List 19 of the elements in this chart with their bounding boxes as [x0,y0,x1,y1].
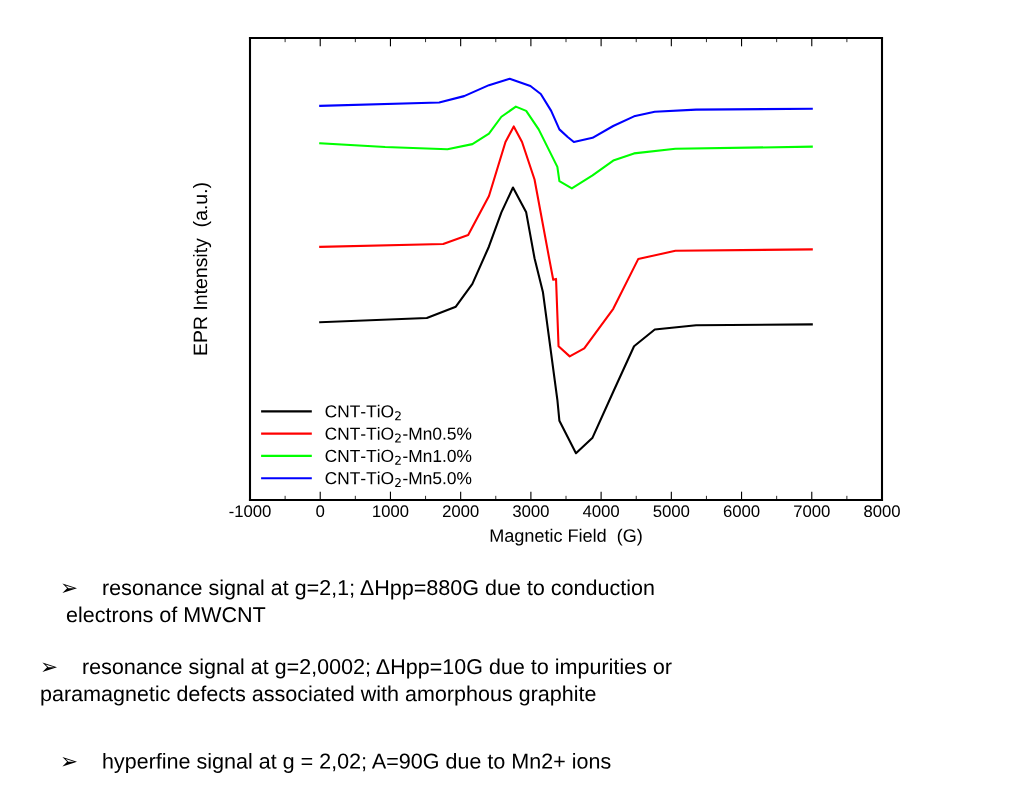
x-tick-label: 4000 [582,505,619,518]
x-axis-title: Magnetic Field (G) [490,528,642,546]
legend-label: CNT-TiO$_{2}$-Mn0.5% [325,427,472,443]
legend-label: CNT-TiO$_{2}$-Mn5.0% [325,471,472,487]
x-tick-label: 3000 [512,505,549,518]
legend-label: CNT-TiO$_{2}$-Mn1.0% [325,449,472,465]
x-tick-label: 2000 [442,505,479,518]
x-tick-label: 5000 [653,505,690,518]
x-tick-label: 8000 [864,505,900,518]
x-tick-label: 1000 [373,505,409,518]
x-tick-label: 6000 [723,505,760,518]
legend-label: CNT-TiO$_{2}$ [325,404,401,421]
x-tick-label: -1000 [229,505,271,518]
x-tick-label: 0 [316,505,325,518]
x-tick-label: 7000 [794,505,830,518]
text: ➢ resonance signal at g=2,1; ΔHpp=880G due to conduction electrons of MWCNT [62,579,654,623]
y-axis-title: EPR Intensity (a.u.) [192,183,212,355]
text: ➢ resonance signal at g=2,0002; ΔHpp=10G due to impurities or paramagnetic defects associated with amorphous graphite [41,658,672,706]
text: ➢ hyperfine signal at g = 2,02; A=90G due to Mn2+ ions [62,752,611,774]
